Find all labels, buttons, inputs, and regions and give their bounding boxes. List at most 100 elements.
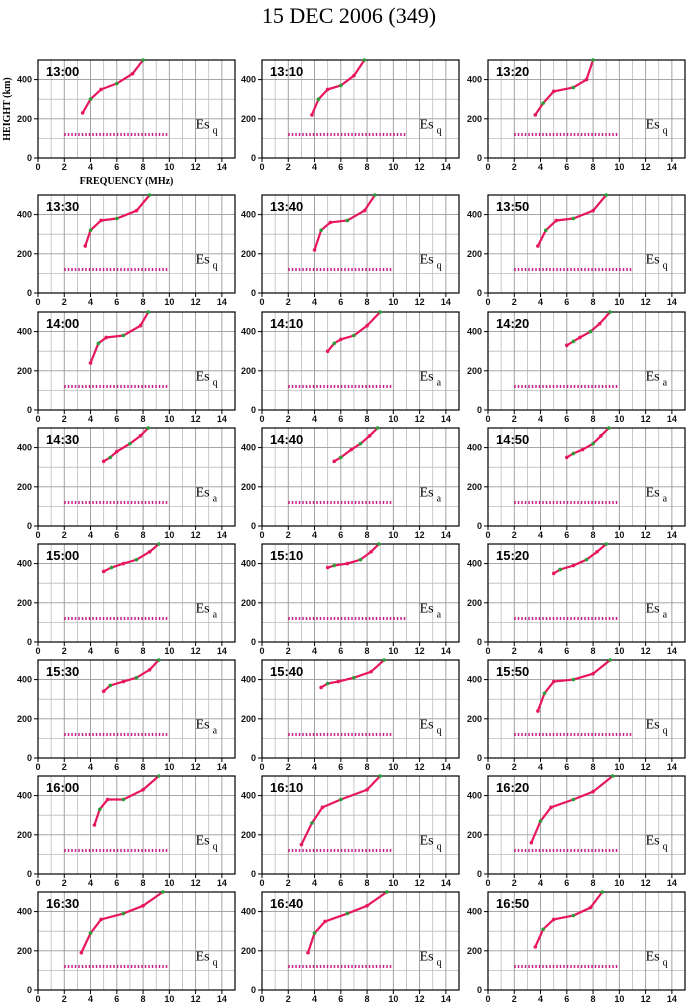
x-tick-label: 0 (485, 530, 490, 540)
trace-point (160, 890, 165, 894)
x-tick-label: 8 (365, 414, 370, 424)
x-tick-label: 12 (191, 646, 201, 656)
x-tick-label: 10 (614, 530, 624, 540)
trace-point (373, 193, 377, 197)
y-tick-label: 400 (17, 210, 32, 220)
ionogram-panel: 0 2 4 6 8 10 12 14 0 200 400 15:20 Es a (467, 542, 686, 656)
trace-point (588, 905, 593, 910)
x-tick-label: 2 (512, 762, 517, 772)
plot-frame (487, 427, 686, 527)
plot-frame (261, 891, 460, 991)
x-tick-label: 2 (62, 878, 67, 888)
x-tick-label: 0 (259, 162, 264, 172)
x-tick-label: 8 (141, 994, 146, 1004)
x-tick-label: 6 (564, 878, 569, 888)
x-tick-label: 2 (512, 162, 517, 172)
f-layer-trace (534, 59, 595, 116)
x-tick-label: 10 (388, 994, 398, 1004)
plot-area (38, 428, 235, 526)
es-subscript: q (663, 842, 668, 853)
ionogram-panel: 0 2 4 6 8 10 12 14 0 200 400 14:30 Es a (17, 426, 236, 540)
x-tick-label: 10 (388, 646, 398, 656)
es-subscript: a (213, 726, 218, 737)
trace-point (115, 449, 119, 454)
x-tick-label: 10 (388, 414, 398, 424)
es-label: Es (196, 370, 210, 385)
x-tick-label: 14 (667, 297, 677, 307)
trace-point (88, 228, 93, 233)
trace-point (599, 434, 603, 438)
x-tick-label: 6 (564, 530, 569, 540)
trace-point (591, 208, 595, 213)
ionogram-panel: 0 2 4 6 8 10 12 14 0 200 400 13:00 Es q HEIGHT (km) FRE… (2, 58, 236, 187)
x-tick-label: 14 (217, 414, 227, 424)
x-tick-label: 2 (286, 878, 291, 888)
ionogram-panel: 0 2 4 6 8 10 12 14 0 200 400 16:20 Es q (467, 774, 686, 888)
trace-point (339, 83, 343, 88)
trace-point (591, 671, 595, 676)
x-tick-label: 14 (441, 878, 451, 888)
x-tick-label: 10 (388, 162, 398, 172)
x-tick-label: 6 (564, 994, 569, 1004)
trace-point (352, 675, 356, 680)
x-tick-label: 0 (35, 994, 40, 1004)
trace-point (571, 451, 576, 456)
x-tick-label: 10 (388, 878, 398, 888)
trace-point (541, 927, 545, 932)
ionogram-panel: 0 2 4 6 8 10 12 14 0 200 400 14:50 Es a (467, 426, 686, 540)
trace-point (536, 709, 540, 713)
x-tick-label: 8 (591, 994, 596, 1004)
trace-point (542, 691, 547, 696)
trace-point (362, 58, 367, 62)
ionogram-panel: 0 2 4 6 8 10 12 14 0 200 400 14:10 Es a (241, 310, 460, 424)
trace-point (319, 228, 323, 233)
es-label: Es (420, 950, 434, 965)
x-tick-label: 0 (35, 297, 40, 307)
y-tick-label: 0 (477, 869, 482, 879)
x-tick-label: 2 (62, 530, 67, 540)
x-tick-label: 4 (538, 162, 543, 172)
f-layer-trace (310, 59, 366, 116)
x-tick-label: 4 (538, 414, 543, 424)
trace-point (358, 557, 363, 562)
x-tick-label: 14 (667, 162, 677, 172)
x-tick-label: 14 (667, 530, 677, 540)
ionogram-panel: 0 2 4 6 8 10 12 14 0 200 400 16:40 Es q (241, 890, 460, 1004)
y-tick-label: 200 (17, 714, 32, 724)
trace-point (580, 447, 585, 452)
x-tick-label: 14 (217, 646, 227, 656)
y-tick-label: 0 (27, 753, 32, 763)
x-tick-label: 6 (114, 414, 119, 424)
trace-point (608, 310, 612, 314)
ionogram-panel: 0 2 4 6 8 10 12 14 0 200 400 14:00 Es q (17, 310, 236, 424)
trace-point (571, 216, 576, 221)
y-tick-label: 0 (477, 153, 482, 163)
trace-point (332, 563, 337, 568)
es-subscript: q (663, 261, 668, 272)
x-tick-label: 8 (365, 762, 370, 772)
ionogram-panel: 0 2 4 6 8 10 12 14 0 200 400 15:40 Es q (241, 658, 460, 772)
x-tick-label: 10 (614, 162, 624, 172)
x-tick-label: 10 (614, 762, 624, 772)
x-tick-label: 0 (259, 297, 264, 307)
y-tick-label: 400 (17, 791, 32, 801)
x-tick-label: 6 (564, 762, 569, 772)
x-tick-label: 14 (441, 414, 451, 424)
trace-point (157, 658, 161, 662)
x-tick-label: 10 (164, 414, 174, 424)
x-tick-label: 4 (88, 762, 93, 772)
es-label: Es (646, 486, 660, 501)
x-tick-label: 2 (62, 297, 67, 307)
x-tick-label: 2 (512, 414, 517, 424)
x-tick-label: 0 (259, 646, 264, 656)
x-tick-label: 10 (164, 162, 174, 172)
x-tick-label: 10 (614, 414, 624, 424)
trace-point (558, 567, 563, 572)
x-tick-label: 6 (564, 414, 569, 424)
x-tick-label: 8 (365, 530, 370, 540)
f-layer-trace (534, 891, 604, 948)
x-tick-label: 0 (35, 762, 40, 772)
y-tick-label: 0 (251, 869, 256, 879)
plot-area (38, 60, 235, 158)
x-tick-label: 4 (312, 878, 317, 888)
